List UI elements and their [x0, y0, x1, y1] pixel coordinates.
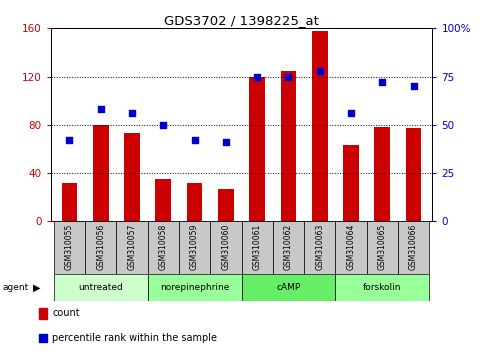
Point: [410, 84, 417, 89]
Bar: [242, 274, 335, 301]
Bar: [312, 31, 327, 221]
Text: GSM310064: GSM310064: [346, 224, 355, 270]
Point: [128, 110, 136, 116]
Text: cAMP: cAMP: [276, 283, 300, 292]
Text: ▶: ▶: [33, 282, 41, 292]
Bar: [210, 221, 242, 274]
Bar: [335, 274, 429, 301]
Text: GSM310059: GSM310059: [190, 224, 199, 270]
Bar: [85, 221, 116, 274]
Bar: [367, 221, 398, 274]
Text: untreated: untreated: [78, 283, 123, 292]
Bar: [148, 274, 242, 301]
Bar: [374, 127, 390, 221]
Point: [159, 122, 167, 128]
Bar: [335, 221, 367, 274]
Bar: [148, 221, 179, 274]
Text: agent: agent: [2, 283, 28, 292]
Text: GSM310056: GSM310056: [96, 224, 105, 270]
Text: GSM310063: GSM310063: [315, 224, 324, 270]
Text: GSM310061: GSM310061: [253, 224, 262, 270]
Bar: [218, 189, 234, 221]
Bar: [156, 179, 171, 221]
Text: GSM310058: GSM310058: [159, 224, 168, 270]
Point: [253, 74, 261, 79]
Bar: [187, 183, 202, 221]
Point: [316, 68, 324, 74]
Text: GSM310066: GSM310066: [409, 224, 418, 270]
Title: GDS3702 / 1398225_at: GDS3702 / 1398225_at: [164, 14, 319, 27]
Text: GSM310060: GSM310060: [221, 224, 230, 270]
Text: norepinephrine: norepinephrine: [160, 283, 229, 292]
Bar: [281, 70, 296, 221]
Point: [191, 137, 199, 143]
Point: [347, 110, 355, 116]
Point: [222, 139, 230, 145]
Text: GSM310062: GSM310062: [284, 224, 293, 270]
Bar: [398, 221, 429, 274]
Bar: [242, 221, 273, 274]
Point: [378, 80, 386, 85]
Point: [284, 74, 292, 79]
Text: GSM310057: GSM310057: [128, 224, 137, 270]
Bar: [406, 129, 421, 221]
Point: [66, 137, 73, 143]
Bar: [304, 221, 335, 274]
Bar: [273, 221, 304, 274]
Bar: [179, 221, 210, 274]
Bar: [54, 274, 148, 301]
Bar: [124, 133, 140, 221]
Bar: [249, 76, 265, 221]
Point: [97, 107, 105, 112]
Bar: [54, 221, 85, 274]
Text: count: count: [52, 308, 80, 318]
Text: GSM310055: GSM310055: [65, 224, 74, 270]
Bar: [116, 221, 148, 274]
Bar: [62, 183, 77, 221]
Text: GSM310065: GSM310065: [378, 224, 387, 270]
Bar: [93, 125, 109, 221]
Text: percentile rank within the sample: percentile rank within the sample: [52, 333, 217, 343]
Text: forskolin: forskolin: [363, 283, 401, 292]
Bar: [343, 145, 359, 221]
